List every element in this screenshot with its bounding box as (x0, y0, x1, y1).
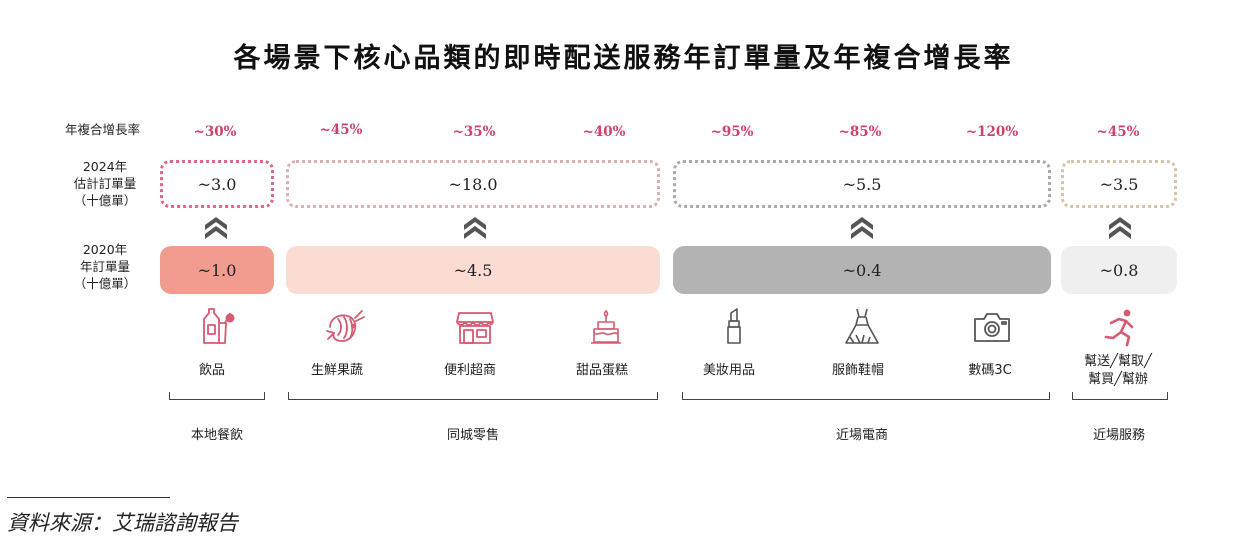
category-label: 甜品蛋糕 (537, 362, 667, 380)
row-label-cagr: 年複合增長率 (64, 122, 140, 137)
cagr-value: ~95% (710, 124, 754, 140)
orders-2024-box: ~18.0 (286, 160, 660, 208)
category-label-line: 幫買╱幫辦 (1088, 372, 1148, 387)
group-label: 近場電商 (835, 428, 888, 443)
chart-title: 各場景下核心品類的即時配送服務年訂單量及年複合增長率 (233, 43, 1014, 74)
row-label-2024-line1: 2024年 (82, 159, 128, 174)
group-label: 同城零售 (446, 428, 499, 443)
category-label-line: 數碼3C (968, 363, 1012, 378)
category-label: 飲品 (147, 362, 277, 380)
cagr-value: ~30% (193, 124, 237, 140)
orders-2020-box: ~0.8 (1061, 246, 1177, 294)
orders-2024-box: ~5.5 (673, 160, 1051, 208)
orders-2024-box: ~3.5 (1061, 160, 1177, 208)
orders-2024-box: ~3.0 (160, 160, 274, 208)
cagr-value: ~40% (582, 124, 626, 140)
cake-icon (591, 310, 621, 344)
orders-2020-value: ~4.5 (453, 260, 493, 280)
category-label: 便利超商 (405, 362, 535, 380)
group-label: 近場服務 (1092, 428, 1145, 443)
group-bracket (169, 392, 265, 400)
orders-2020-box: ~1.0 (160, 246, 274, 294)
orders-2024-value: ~18.0 (448, 174, 498, 194)
orders-2024-value: ~3.5 (1099, 174, 1139, 194)
orders-2020-value: ~0.4 (842, 260, 882, 280)
chevron-up-icon (464, 217, 486, 239)
category-label: 生鮮果蔬 (272, 362, 402, 380)
cagr-value: ~45% (1096, 124, 1140, 140)
orders-2024-value: ~3.0 (197, 174, 237, 194)
category-label-line: 服飾鞋帽 (831, 363, 884, 378)
category-label: 美妝用品 (664, 362, 794, 380)
row-label-2020-line3: （十億單） (73, 276, 137, 291)
row-label-2020-line1: 2020年 (82, 242, 128, 257)
camera-icon (974, 313, 1010, 342)
cagr-value: ~85% (838, 124, 882, 140)
source-note: 資料來源：艾瑞諮詢報告 (7, 511, 238, 535)
source-divider (7, 497, 170, 498)
category-label-line: 生鮮果蔬 (310, 363, 363, 378)
store-icon (456, 312, 494, 344)
dress-icon (845, 308, 879, 344)
cagr-value: ~45% (319, 122, 363, 138)
runner-icon (1104, 309, 1134, 347)
category-label-line: 飲品 (198, 363, 225, 378)
category-label: 數碼3C (925, 362, 1055, 380)
lipstick-icon (727, 308, 741, 344)
chevron-up-icon (851, 217, 873, 239)
category-label: 幫送╱幫取╱ 幫買╱幫辦 (1053, 353, 1183, 389)
category-label-line: 甜品蛋糕 (575, 363, 628, 378)
cagr-value: ~35% (452, 124, 496, 140)
orders-2024-value: ~5.5 (842, 174, 882, 194)
row-label-2024: 2024年 估計訂單量 （十億單） (50, 158, 160, 209)
group-bracket (682, 392, 1050, 400)
row-label-2020-line2: 年訂單量 (79, 259, 130, 274)
drinks-icon (203, 308, 235, 344)
category-label: 服飾鞋帽 (793, 362, 923, 380)
row-label-2024-line2: 估計訂單量 (73, 176, 137, 191)
orders-2020-value: ~0.8 (1099, 260, 1139, 280)
group-label: 本地餐飲 (190, 428, 243, 443)
group-bracket (288, 392, 658, 400)
category-label-line: 幫送╱幫取╱ (1084, 354, 1152, 369)
row-label-2020: 2020年 年訂單量 （十億單） (50, 241, 160, 292)
chevron-up-icon (205, 217, 227, 239)
cagr-value: ~120% (965, 124, 1019, 140)
category-label-line: 便利超商 (443, 363, 496, 378)
orders-2020-box: ~4.5 (286, 246, 660, 294)
group-bracket (1072, 392, 1168, 400)
seafood-icon (326, 310, 365, 342)
orders-2020-box: ~0.4 (673, 246, 1051, 294)
category-label-line: 美妝用品 (702, 363, 755, 378)
chevron-up-icon (1109, 217, 1131, 239)
orders-2020-value: ~1.0 (197, 260, 237, 280)
row-label-2024-line3: （十億單） (73, 193, 137, 208)
